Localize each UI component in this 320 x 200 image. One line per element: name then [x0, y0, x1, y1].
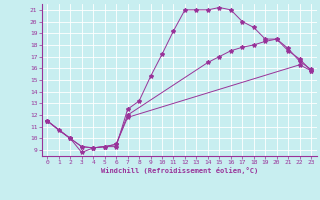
X-axis label: Windchill (Refroidissement éolien,°C): Windchill (Refroidissement éolien,°C) [100, 167, 258, 174]
